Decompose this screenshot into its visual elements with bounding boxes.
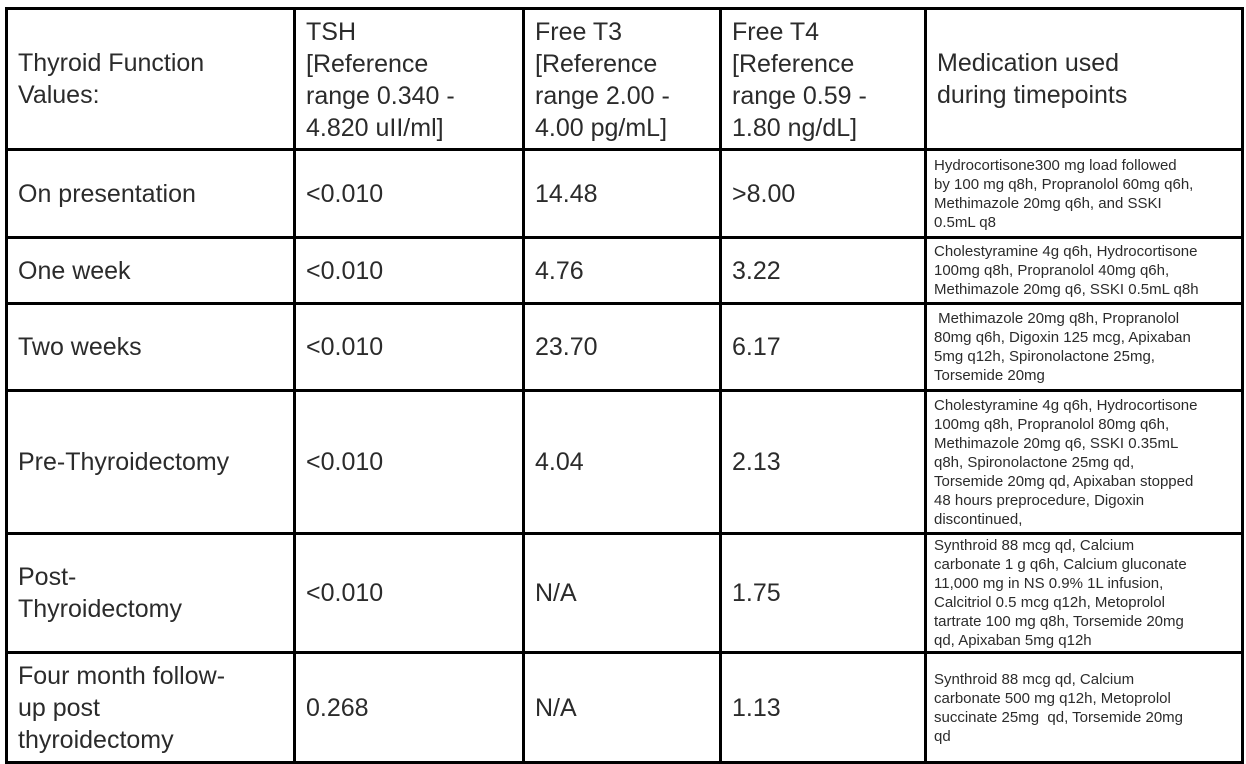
free-t3-value-cell: N/A (522, 651, 722, 764)
free-t4-value-cell: 2.13 (719, 389, 927, 535)
col-header-timepoint: Thyroid Function Values: (5, 7, 296, 151)
free-t4-value-cell: 3.22 (719, 236, 927, 305)
col-header-medication: Medication used during timepoints (924, 7, 1244, 151)
col-header-free-t4: Free T4 [Reference range 0.59 - 1.80 ng/… (719, 7, 927, 151)
timepoint-cell: Pre-Thyroidectomy (5, 389, 296, 535)
timepoint-cell: Post- Thyroidectomy (5, 532, 296, 654)
tsh-value-cell: <0.010 (293, 302, 525, 392)
tsh-value-cell: 0.268 (293, 651, 525, 764)
table-row: Pre-Thyroidectomy <0.010 4.04 2.13 Chole… (5, 389, 1244, 535)
free-t4-value-cell: 1.13 (719, 651, 927, 764)
table-row: Two weeks <0.010 23.70 6.17 Methimazole … (5, 302, 1244, 392)
thyroid-function-table: Thyroid Function Values: TSH [Reference … (5, 7, 1244, 764)
tsh-value-cell: <0.010 (293, 148, 525, 239)
table-header-row: Thyroid Function Values: TSH [Reference … (5, 7, 1244, 151)
timepoint-cell: Two weeks (5, 302, 296, 392)
tsh-value-cell: <0.010 (293, 532, 525, 654)
tsh-value-cell: <0.010 (293, 236, 525, 305)
table-row: Four month follow- up post thyroidectomy… (5, 651, 1244, 764)
free-t3-value-cell: 23.70 (522, 302, 722, 392)
medication-cell: Hydrocortisone300 mg load followed by 10… (924, 148, 1244, 239)
table-row: On presentation <0.010 14.48 >8.00 Hydro… (5, 148, 1244, 239)
medication-cell: Synthroid 88 mcg qd, Calcium carbonate 1… (924, 532, 1244, 654)
timepoint-cell: One week (5, 236, 296, 305)
medication-cell: Cholestyramine 4g q6h, Hydrocortisone 10… (924, 236, 1244, 305)
free-t3-value-cell: 14.48 (522, 148, 722, 239)
timepoint-cell: Four month follow- up post thyroidectomy (5, 651, 296, 764)
free-t4-value-cell: >8.00 (719, 148, 927, 239)
col-header-tsh: TSH [Reference range 0.340 - 4.820 uII/m… (293, 7, 525, 151)
medication-cell: Synthroid 88 mcg qd, Calcium carbonate 5… (924, 651, 1244, 764)
col-header-free-t3: Free T3 [Reference range 2.00 - 4.00 pg/… (522, 7, 722, 151)
table-row: Post- Thyroidectomy <0.010 N/A 1.75 Synt… (5, 532, 1244, 654)
medication-cell: Methimazole 20mg q8h, Propranolol 80mg q… (924, 302, 1244, 392)
free-t3-value-cell: 4.76 (522, 236, 722, 305)
free-t3-value-cell: N/A (522, 532, 722, 654)
timepoint-cell: On presentation (5, 148, 296, 239)
medication-cell: Cholestyramine 4g q6h, Hydrocortisone 10… (924, 389, 1244, 535)
free-t4-value-cell: 1.75 (719, 532, 927, 654)
free-t4-value-cell: 6.17 (719, 302, 927, 392)
table-row: One week <0.010 4.76 3.22 Cholestyramine… (5, 236, 1244, 305)
free-t3-value-cell: 4.04 (522, 389, 722, 535)
tsh-value-cell: <0.010 (293, 389, 525, 535)
